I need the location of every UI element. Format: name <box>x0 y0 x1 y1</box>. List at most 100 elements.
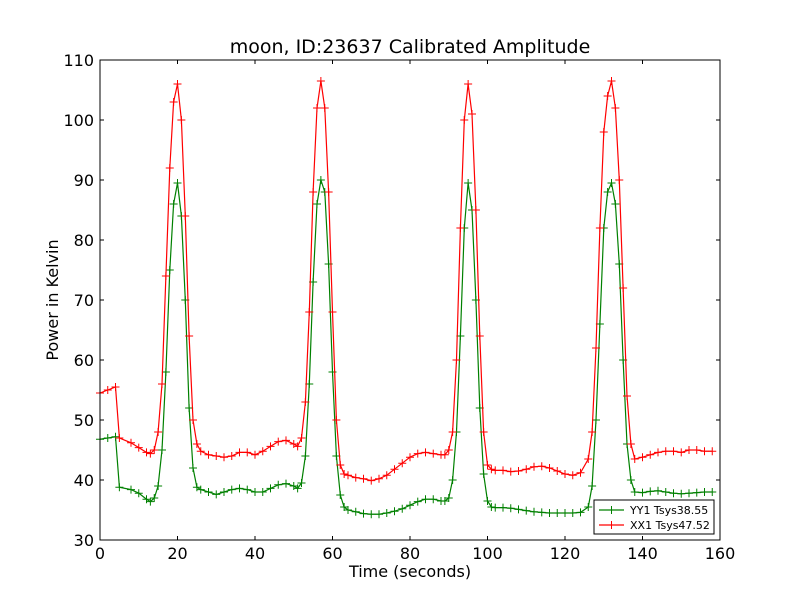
data-point-marker <box>204 450 213 459</box>
data-point-marker <box>115 483 124 492</box>
data-point-marker <box>669 489 678 498</box>
legend-label: YY1 Tsys38.55 <box>629 504 708 517</box>
data-point-marker <box>499 503 507 512</box>
data-point-marker <box>537 462 546 471</box>
data-point-marker <box>185 332 194 340</box>
legend: YY1 Tsys38.55 XX1 Tsys47.52 <box>593 499 715 535</box>
x-tick-label: 20 <box>167 544 187 563</box>
data-point-marker <box>332 416 341 424</box>
data-point-marker <box>626 440 635 448</box>
data-point-marker <box>406 501 414 510</box>
x-tick-label: 80 <box>400 544 420 563</box>
data-point-marker <box>545 509 554 517</box>
data-point-marker <box>619 284 628 292</box>
data-point-marker <box>448 476 457 484</box>
data-point-marker <box>638 453 647 462</box>
data-point-marker <box>561 470 569 478</box>
data-point-marker <box>475 332 484 340</box>
data-point-marker <box>514 505 523 514</box>
data-point-marker <box>336 491 345 499</box>
data-point-marker <box>189 464 197 472</box>
data-point-marker <box>309 188 318 196</box>
data-point-marker <box>468 110 476 118</box>
data-point-marker <box>592 344 600 352</box>
data-point-marker <box>398 504 407 513</box>
data-point-marker <box>134 489 143 498</box>
data-point-marker <box>316 77 325 85</box>
data-point-marker <box>584 503 593 511</box>
data-point-marker <box>479 470 488 478</box>
data-point-marker <box>487 465 496 474</box>
data-point-marker <box>646 450 655 459</box>
data-point-marker <box>692 446 701 454</box>
data-point-marker <box>607 77 616 85</box>
data-point-marker <box>235 484 244 493</box>
data-point-marker <box>154 482 163 490</box>
data-point-marker <box>173 179 182 187</box>
data-point-marker <box>150 494 159 502</box>
data-point-marker <box>127 438 135 447</box>
data-point-marker <box>340 470 349 478</box>
data-point-marker <box>499 466 507 475</box>
data-point-marker <box>398 459 407 468</box>
legend-marker <box>607 521 616 529</box>
y-tick-label: 40 <box>74 471 94 490</box>
data-point-marker <box>165 266 174 274</box>
data-point-marker <box>444 446 453 454</box>
data-point-marker <box>661 447 670 456</box>
data-point-marker <box>196 447 205 456</box>
data-point-marker <box>530 507 538 516</box>
data-point-marker <box>646 487 655 496</box>
data-point-marker <box>429 495 438 504</box>
data-point-marker <box>324 188 333 196</box>
data-point-marker <box>161 272 170 280</box>
data-point-marker <box>491 466 500 475</box>
data-point-marker <box>161 368 170 376</box>
data-point-marker <box>181 212 190 220</box>
x-tick-label: 60 <box>322 544 342 563</box>
data-point-marker <box>623 392 631 400</box>
data-point-marker <box>258 447 267 456</box>
data-point-marker <box>568 471 577 480</box>
data-point-marker <box>530 462 538 471</box>
x-tick-label: 160 <box>705 544 736 563</box>
data-point-marker <box>305 308 314 316</box>
data-point-marker <box>115 434 124 442</box>
data-point-marker <box>390 507 399 516</box>
data-point-marker <box>576 468 585 477</box>
data-point-marker <box>464 80 473 88</box>
data-point-marker <box>282 436 290 445</box>
data-point-marker <box>344 471 352 480</box>
y-axis-label: Power in Kelvin <box>43 239 62 360</box>
data-point-marker <box>471 206 480 214</box>
data-point-marker <box>444 494 453 502</box>
data-point-marker <box>545 464 554 472</box>
data-point-marker <box>192 440 201 448</box>
data-point-marker <box>235 448 244 457</box>
x-tick-label: 0 <box>95 544 105 563</box>
y-tick-label: 50 <box>74 411 94 430</box>
data-point-marker <box>390 465 399 474</box>
data-point-marker <box>630 455 639 463</box>
data-point-marker <box>607 179 616 187</box>
axis-ticks: 0 20 40 60 80 100 120 140 160 30 40 50 60 70 80 90 100 11… <box>63 51 735 563</box>
data-point-marker <box>615 176 624 184</box>
data-point-marker <box>359 509 368 518</box>
data-point-marker <box>158 446 166 454</box>
data-point-marker <box>251 488 259 496</box>
data-point-marker <box>491 503 500 512</box>
y-tick-label: 60 <box>74 351 94 370</box>
data-point-marker <box>320 104 329 112</box>
data-point-marker <box>375 474 383 483</box>
data-point-marker <box>173 80 182 88</box>
legend-label: XX1 Tsys47.52 <box>630 519 710 532</box>
data-point-marker <box>588 428 597 436</box>
data-point-marker <box>479 428 488 436</box>
data-point-marker <box>367 510 376 519</box>
data-point-marker <box>464 179 473 187</box>
data-point-marker <box>413 497 422 506</box>
data-point-marker <box>576 508 585 517</box>
data-point-marker <box>134 443 143 452</box>
data-point-marker <box>351 473 360 482</box>
